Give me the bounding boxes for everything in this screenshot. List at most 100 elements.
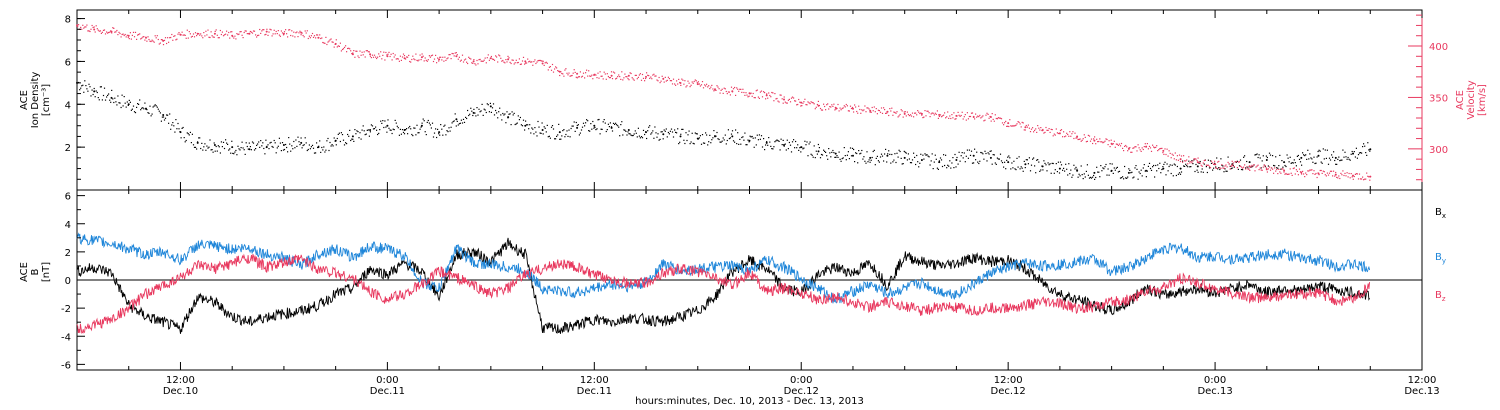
data-point bbox=[959, 160, 961, 162]
data-point bbox=[631, 77, 633, 79]
data-point bbox=[564, 136, 566, 138]
data-point bbox=[170, 128, 172, 130]
data-point bbox=[510, 62, 512, 65]
data-point bbox=[544, 127, 546, 129]
data-point bbox=[1320, 169, 1322, 172]
data-point bbox=[829, 106, 831, 108]
data-point bbox=[1310, 169, 1312, 171]
data-point bbox=[1065, 135, 1067, 137]
data-point bbox=[802, 148, 804, 150]
data-point bbox=[528, 128, 530, 130]
data-point bbox=[1048, 128, 1050, 130]
data-point bbox=[486, 57, 488, 59]
data-point bbox=[250, 31, 252, 33]
data-point bbox=[490, 111, 492, 113]
data-point bbox=[560, 138, 562, 140]
data-point bbox=[1237, 161, 1239, 163]
data-point bbox=[820, 153, 823, 156]
data-point bbox=[1102, 142, 1104, 144]
data-point bbox=[816, 103, 818, 106]
data-point bbox=[99, 30, 101, 32]
data-point bbox=[187, 133, 189, 135]
data-point bbox=[639, 73, 641, 75]
data-point bbox=[410, 128, 412, 130]
data-point bbox=[1234, 161, 1236, 163]
data-point bbox=[336, 46, 338, 48]
data-point bbox=[330, 38, 332, 40]
data-point bbox=[1055, 128, 1057, 130]
data-point bbox=[483, 108, 485, 110]
data-point bbox=[364, 56, 366, 58]
data-point bbox=[323, 146, 325, 148]
data-point bbox=[669, 130, 671, 132]
data-point bbox=[364, 134, 366, 136]
data-point bbox=[1212, 169, 1214, 171]
data-point bbox=[462, 118, 465, 120]
data-point bbox=[1202, 162, 1204, 164]
data-point bbox=[540, 132, 542, 134]
data-point bbox=[1166, 163, 1168, 165]
data-point bbox=[806, 104, 808, 106]
data-point bbox=[1268, 152, 1271, 154]
data-point bbox=[178, 128, 180, 130]
data-point bbox=[687, 80, 689, 82]
data-point bbox=[207, 147, 209, 149]
data-point bbox=[672, 78, 675, 80]
data-point bbox=[493, 114, 496, 116]
data-point bbox=[735, 94, 737, 96]
data-point bbox=[454, 52, 456, 54]
data-point bbox=[1094, 136, 1096, 138]
data-point bbox=[181, 127, 183, 129]
data-point bbox=[518, 119, 520, 121]
data-point bbox=[527, 58, 529, 60]
data-point bbox=[478, 59, 480, 61]
data-point bbox=[567, 74, 569, 76]
data-point bbox=[509, 61, 511, 63]
data-point bbox=[359, 132, 361, 134]
data-point bbox=[614, 123, 616, 125]
data-point bbox=[850, 155, 853, 157]
data-point bbox=[796, 104, 798, 106]
data-point bbox=[515, 123, 517, 125]
data-point bbox=[1265, 167, 1267, 169]
data-point bbox=[598, 118, 600, 121]
data-point bbox=[701, 81, 704, 83]
data-point bbox=[766, 93, 768, 95]
data-point bbox=[531, 61, 533, 63]
data-point bbox=[202, 37, 204, 39]
data-point bbox=[396, 58, 398, 60]
data-point bbox=[588, 70, 590, 72]
data-point bbox=[580, 76, 583, 78]
data-point bbox=[315, 37, 317, 39]
data-point bbox=[506, 111, 508, 113]
data-point bbox=[481, 60, 483, 62]
data-point bbox=[954, 153, 956, 156]
data-point bbox=[743, 91, 745, 94]
data-point bbox=[152, 40, 154, 42]
data-point bbox=[303, 36, 305, 38]
data-point bbox=[246, 33, 248, 35]
data-point bbox=[868, 108, 870, 110]
data-point bbox=[908, 158, 910, 160]
data-point bbox=[1334, 156, 1337, 159]
data-point bbox=[226, 30, 228, 32]
data-point bbox=[1163, 153, 1165, 155]
data-point bbox=[886, 110, 889, 113]
data-point bbox=[1205, 166, 1207, 168]
data-point bbox=[805, 104, 807, 106]
data-point bbox=[794, 147, 796, 149]
data-point bbox=[211, 35, 213, 37]
data-point bbox=[569, 75, 571, 77]
data-point bbox=[278, 34, 280, 36]
data-point bbox=[777, 140, 779, 142]
data-point bbox=[120, 36, 122, 38]
data-point bbox=[601, 75, 603, 77]
data-point bbox=[834, 109, 836, 111]
data-point bbox=[345, 142, 347, 144]
data-point bbox=[154, 35, 156, 37]
data-point bbox=[517, 115, 519, 117]
data-point bbox=[367, 51, 369, 53]
data-point bbox=[1025, 124, 1027, 127]
data-point bbox=[1071, 133, 1073, 135]
data-point bbox=[486, 103, 488, 105]
